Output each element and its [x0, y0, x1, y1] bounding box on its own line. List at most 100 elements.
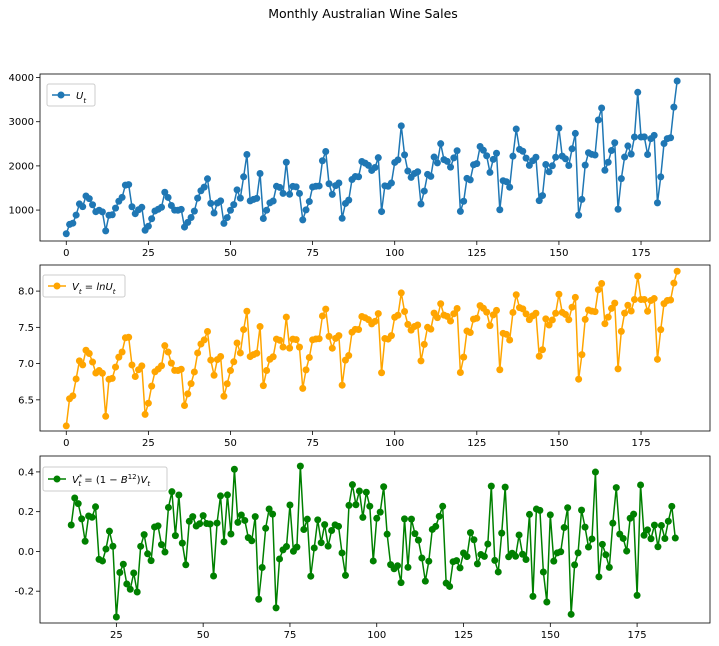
data-point [483, 152, 491, 160]
data-point [240, 326, 248, 334]
data-point [602, 551, 610, 559]
x-tick-label: 0 [63, 438, 69, 449]
data-point [519, 147, 527, 155]
legend-sales: Ut [46, 83, 96, 107]
data-point [437, 300, 445, 308]
data-point [295, 189, 303, 197]
data-point [72, 211, 80, 219]
data-point [512, 552, 520, 560]
data-point [345, 196, 353, 204]
data-point [506, 336, 514, 344]
data-point [178, 539, 186, 547]
data-point [473, 560, 481, 568]
data-point [466, 329, 474, 337]
data-point [315, 335, 323, 343]
data-point [619, 534, 627, 542]
data-point [355, 326, 363, 334]
data-point [598, 540, 606, 548]
data-point [414, 321, 422, 329]
data-point [89, 201, 97, 209]
data-point [519, 550, 527, 558]
data-point [233, 339, 241, 347]
x-tick-label: 125 [467, 438, 486, 449]
data-point [253, 349, 261, 357]
data-point [407, 515, 415, 523]
x-tick-label: 150 [549, 438, 568, 449]
data-point [371, 163, 379, 171]
data-point [158, 541, 165, 549]
data-point [296, 462, 304, 470]
data-point [374, 310, 382, 318]
data-point [417, 200, 425, 208]
data-point [456, 207, 464, 215]
data-point [220, 392, 228, 400]
data-point [269, 510, 277, 518]
y-ticks-seasonal-diff: -0.2 0.0 0.2 0.4 [14, 467, 40, 598]
x-ticks-sales: 0 25 50 75 100 125 150 175 [63, 241, 651, 259]
data-point [617, 175, 625, 183]
y-tick-label: 0.2 [18, 507, 34, 518]
data-point [581, 315, 589, 323]
data-point [595, 573, 603, 581]
data-point [324, 542, 332, 550]
data-point [85, 350, 93, 358]
data-point [450, 310, 458, 318]
data-point [557, 548, 565, 556]
data-point [673, 77, 681, 85]
data-point [177, 205, 185, 213]
plot-frame [39, 264, 711, 432]
data-point [259, 382, 267, 390]
data-point [279, 343, 287, 351]
data-point [621, 153, 629, 161]
data-point [397, 579, 405, 587]
data-point [276, 555, 284, 563]
data-point [79, 361, 87, 369]
data-point [335, 179, 343, 187]
data-point [240, 173, 248, 181]
data-point [213, 519, 221, 527]
data-point [279, 189, 287, 197]
data-point [581, 161, 589, 169]
data-point [604, 313, 612, 321]
data-point [130, 569, 138, 577]
x-tick-label: 100 [385, 248, 404, 259]
data-point [376, 508, 384, 516]
data-point [118, 193, 126, 201]
data-point [522, 154, 530, 162]
data-point [650, 521, 658, 529]
data-point [207, 356, 215, 364]
data-point [447, 317, 455, 325]
data-point [502, 178, 510, 186]
legend-seasonal-diff: V* t = (1 − B12)Vt [42, 466, 168, 492]
panel-sales: 0 25 50 75 100 125 150 175 1000 2000 3000 4000 Ut [9, 73, 711, 259]
data-point [453, 147, 461, 155]
data-point [498, 529, 506, 537]
data-point [453, 557, 461, 565]
data-point [78, 515, 86, 523]
data-point [427, 172, 435, 180]
data-point [69, 219, 77, 227]
data-point [248, 537, 256, 545]
data-point [506, 183, 514, 191]
data-point [539, 568, 547, 576]
data-point [443, 157, 451, 165]
data-point [204, 327, 211, 335]
data-point [653, 355, 661, 363]
data-point [154, 522, 162, 530]
data-point [447, 163, 455, 171]
data-point [496, 366, 504, 374]
data-point [335, 522, 343, 530]
data-point [177, 365, 185, 373]
data-point [473, 160, 481, 168]
x-tick-label: 175 [631, 438, 650, 449]
data-point [594, 286, 602, 294]
data-point [118, 348, 126, 356]
data-point [654, 543, 662, 551]
data-point [515, 531, 523, 539]
data-point [621, 309, 629, 317]
data-point [322, 305, 330, 313]
data-point [565, 316, 573, 324]
data-point [571, 129, 579, 137]
data-point [241, 516, 249, 524]
data-point [575, 211, 583, 219]
